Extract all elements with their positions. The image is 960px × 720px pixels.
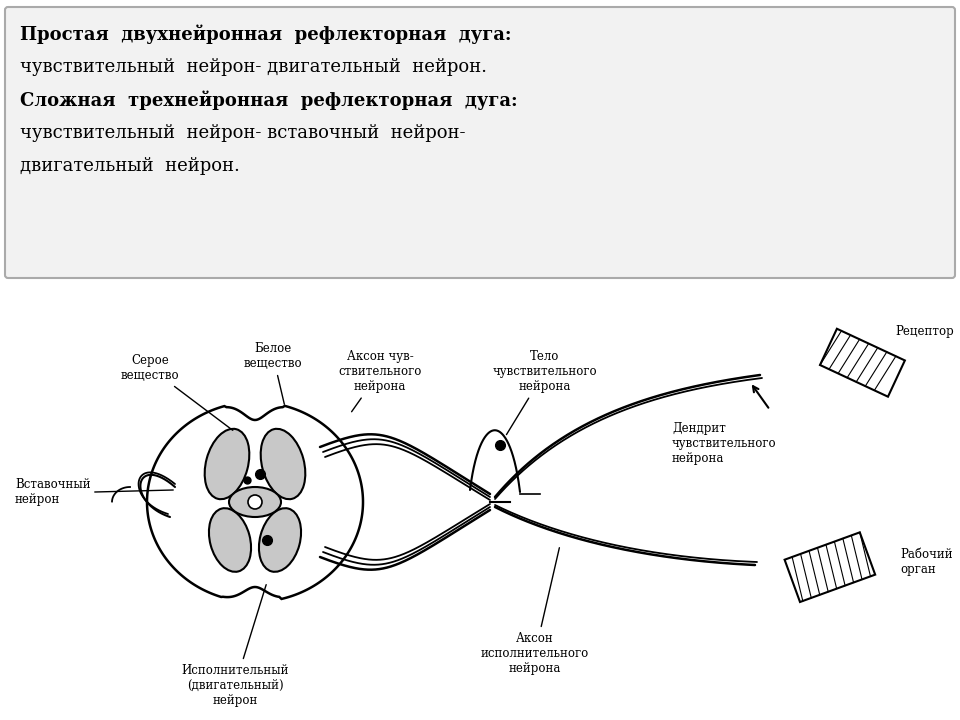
Text: Рабочий
орган: Рабочий орган [900,548,952,576]
Text: Рецептор: Рецептор [895,325,953,338]
Bar [820,329,905,397]
Text: Белое
вещество: Белое вещество [244,342,302,405]
Circle shape [248,495,262,509]
Ellipse shape [261,429,305,499]
Ellipse shape [229,487,281,517]
Text: Аксон чув-
ствительного
нейрона: Аксон чув- ствительного нейрона [338,350,421,412]
FancyBboxPatch shape [5,7,955,278]
Text: Дендрит
чувствительного
нейрона: Дендрит чувствительного нейрона [672,422,777,465]
Text: Сложная  трехнейронная  рефлекторная  дуга:: Сложная трехнейронная рефлекторная дуга: [20,91,517,110]
Text: Серое
вещество: Серое вещество [121,354,232,431]
Ellipse shape [204,429,250,499]
Text: чувствительный  нейрон- двигательный  нейрон.: чувствительный нейрон- двигательный нейр… [20,58,487,76]
Text: чувствительный  нейрон- вставочный  нейрон-: чувствительный нейрон- вставочный нейрон… [20,124,466,142]
Polygon shape [147,406,363,599]
Text: Тело
чувствительного
нейрона: Тело чувствительного нейрона [492,350,597,435]
Text: двигательный  нейрон.: двигательный нейрон. [20,157,240,175]
Text: Аксон
исполнительного
нейрона: Аксон исполнительного нейрона [481,548,589,675]
Text: Исполнительный
(двигательный)
нейрон: Исполнительный (двигательный) нейрон [181,585,289,707]
Bar [784,532,876,602]
Text: Простая  двухнейронная  рефлекторная  дуга:: Простая двухнейронная рефлекторная дуга: [20,25,512,45]
Ellipse shape [209,508,252,572]
Text: Вставочный
нейрон: Вставочный нейрон [15,478,90,506]
Ellipse shape [259,508,301,572]
